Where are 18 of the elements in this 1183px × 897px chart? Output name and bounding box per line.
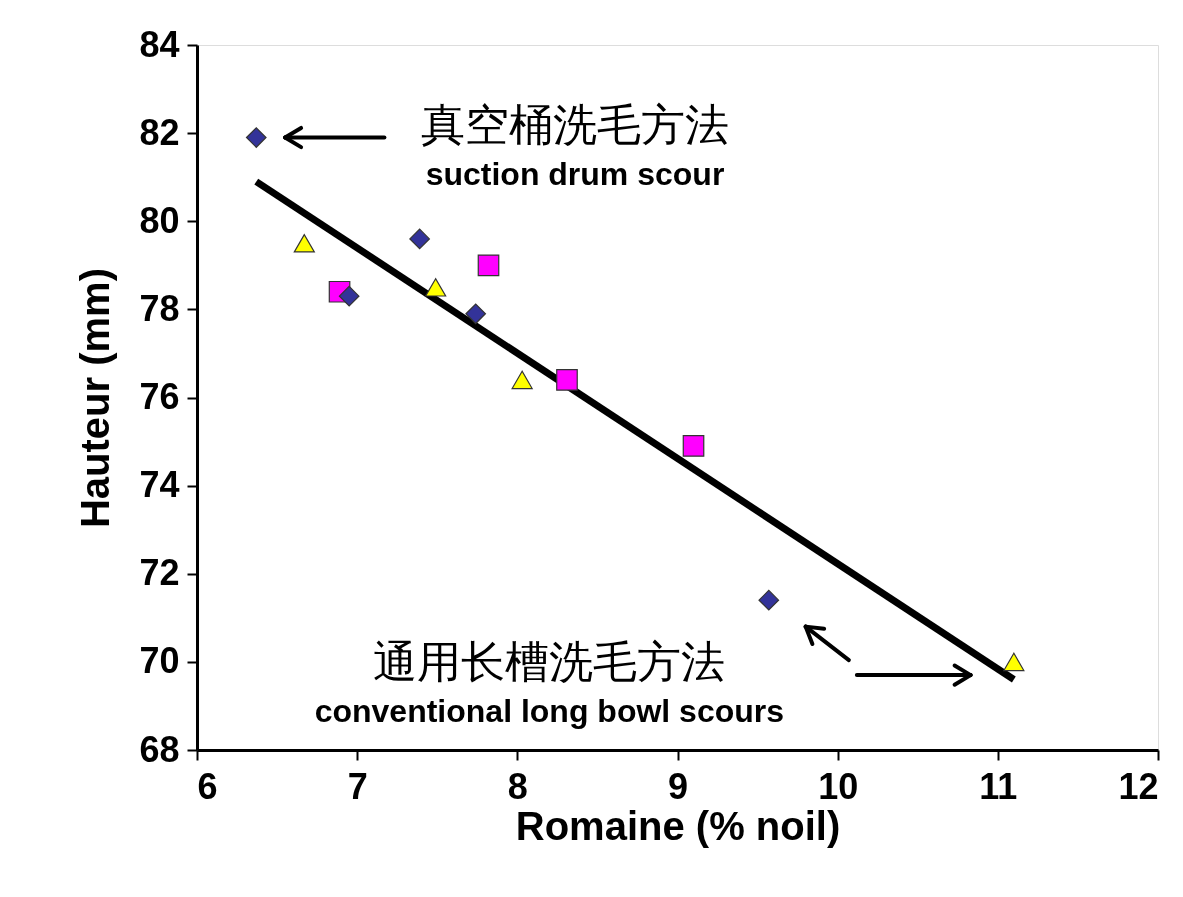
y-tick-label: 84 [139,23,180,65]
x-tick-label: 6 [197,765,218,807]
annotation: conventional long bowl scours [314,693,785,730]
y-tick-label: 80 [139,199,180,241]
y-tick-label: 72 [139,552,180,594]
x-tick-label: 12 [1118,765,1159,807]
annotation: 真空桶洗毛方法 [420,98,729,150]
y-tick-label: 78 [139,287,180,329]
annotation: suction drum scour [425,155,725,192]
y-tick-label: 76 [139,376,180,417]
y-tick-label: 82 [139,111,180,153]
x-tick-label: 11 [979,765,1018,807]
y-tick-label: 74 [139,464,180,506]
y-tick-label: 68 [139,728,180,770]
x-tick-label: 7 [347,765,368,807]
annotation: 通用长槽洗毛方法 [373,636,726,688]
y-axis-title: Hauteur (mm) [73,267,118,529]
y-tick-label: 70 [139,640,180,682]
